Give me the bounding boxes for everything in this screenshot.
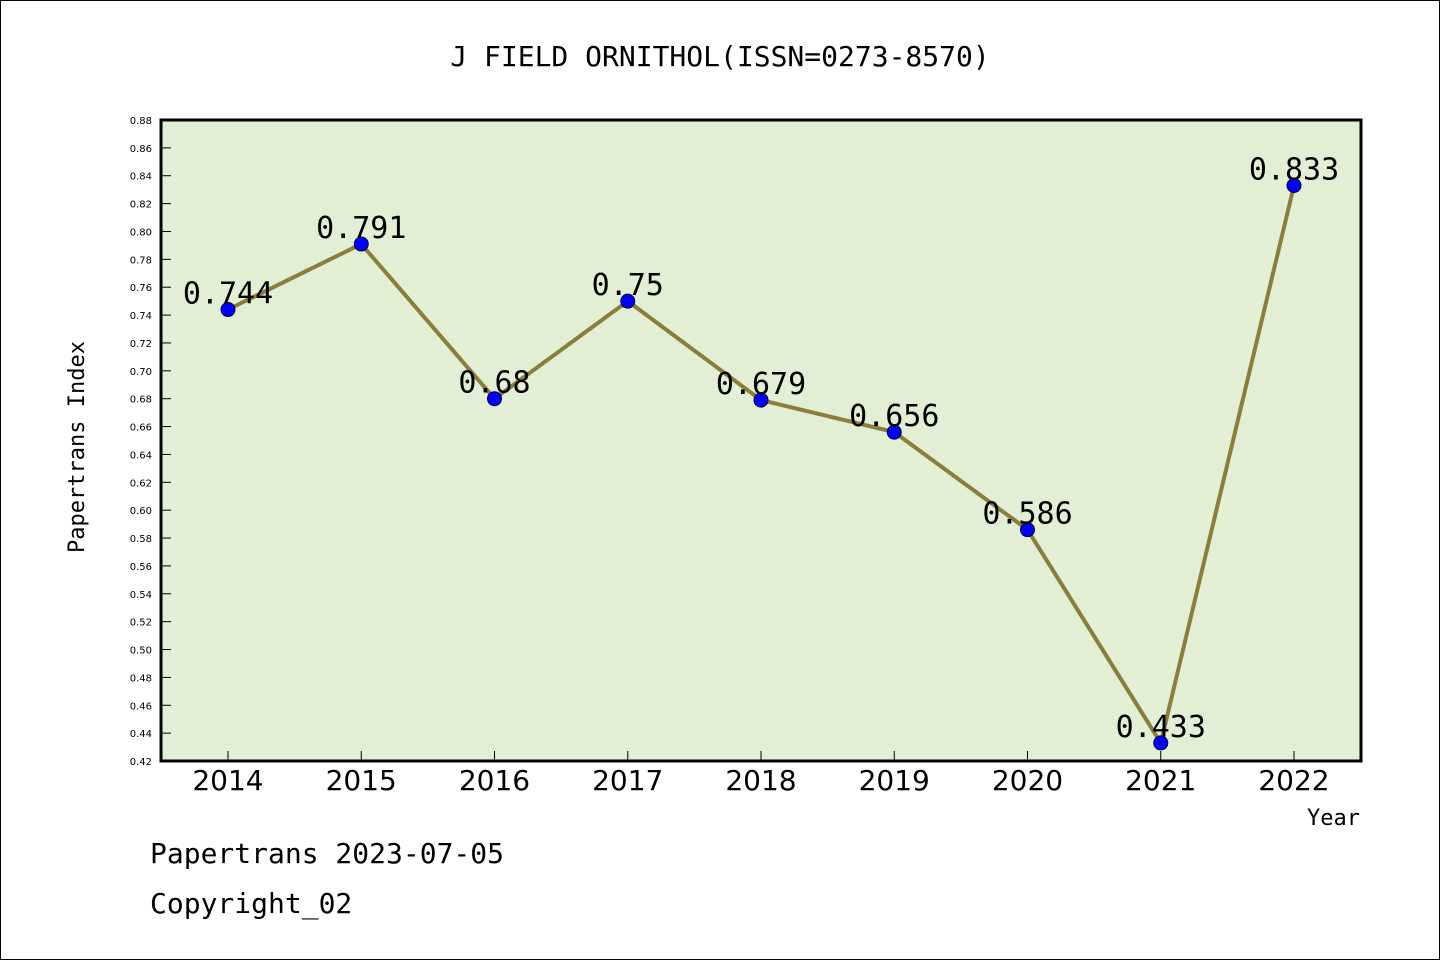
data-label: 0.833 [1249, 152, 1339, 187]
x-tick-label: 2021 [1125, 764, 1196, 797]
y-tick-label: 0.66 [130, 423, 152, 434]
footer-date: Papertrans 2023-07-05 [150, 837, 504, 870]
y-tick-label: 0.68 [130, 395, 152, 406]
data-label: 0.791 [316, 211, 406, 246]
y-tick-label: 0.78 [130, 255, 152, 266]
y-tick-label: 0.88 [130, 116, 152, 127]
data-label: 0.586 [982, 497, 1072, 532]
y-tick-label: 0.52 [130, 618, 152, 629]
y-tick-label: 0.84 [130, 172, 152, 183]
y-tick-label: 0.72 [130, 339, 152, 350]
data-label: 0.433 [1116, 710, 1206, 745]
data-label: 0.679 [716, 367, 806, 402]
x-tick-label: 2015 [326, 764, 397, 797]
footer-copyright: Copyright_02 [150, 887, 352, 921]
x-tick-label: 2018 [725, 764, 796, 797]
y-tick-label: 0.54 [130, 590, 152, 601]
data-point [1153, 735, 1169, 751]
y-tick-label: 0.42 [130, 757, 152, 768]
y-tick-label: 0.86 [130, 144, 152, 155]
y-tick-label: 0.46 [130, 701, 152, 712]
x-axis: 2014 2015 2016 2017 2018 2019 2020 2021 2022 [192, 751, 1330, 797]
data-label: 0.656 [849, 399, 939, 434]
x-tick-label: 2014 [192, 764, 263, 797]
data-point [353, 236, 369, 252]
y-tick-label: 0.64 [130, 450, 152, 461]
data-point [220, 302, 236, 318]
y-tick-label: 0.48 [130, 673, 152, 684]
x-tick-label: 2022 [1258, 764, 1329, 797]
x-axis-label: Year [1307, 806, 1360, 831]
plot-area [159, 118, 1363, 763]
data-labels: 0.744 0.791 0.68 0.75 0.679 0.656 0.586 0.433 0.… [183, 152, 1339, 744]
x-tick-label: 2020 [992, 764, 1063, 797]
data-label: 0.68 [458, 366, 530, 401]
data-point [487, 391, 502, 407]
data-point [1020, 522, 1035, 538]
x-tick-label: 2017 [592, 764, 663, 797]
y-tick-label: 0.50 [130, 646, 152, 657]
y-tick-label: 0.74 [130, 311, 152, 322]
x-tick-label: 2016 [459, 764, 530, 797]
y-tick-label: 0.56 [130, 562, 152, 573]
series [220, 177, 1302, 751]
data-point [753, 392, 769, 408]
y-tick-label: 0.76 [130, 283, 152, 294]
y-tick-label: 0.80 [130, 227, 152, 238]
data-label: 0.75 [592, 268, 664, 303]
data-point [1286, 177, 1302, 193]
y-axis: 0.42 0.44 0.46 0.48 0.50 0.52 0.54 0.56 0.58 0.60… [130, 116, 171, 768]
y-tick-label: 0.58 [130, 534, 152, 545]
y-tick-label: 0.60 [130, 506, 152, 517]
y-tick-label: 0.82 [130, 200, 152, 211]
y-tick-label: 0.62 [130, 478, 152, 489]
y-axis-label: Papertrans Index [65, 341, 90, 553]
data-label: 0.744 [183, 277, 273, 312]
y-tick-label: 0.44 [130, 729, 152, 740]
data-point [620, 293, 636, 309]
data-point [886, 424, 902, 440]
y-tick-label: 0.70 [130, 367, 152, 378]
x-tick-label: 2019 [859, 764, 930, 797]
chart-title: J FIELD ORNITHOL(ISSN=0273-8570) [450, 40, 989, 73]
